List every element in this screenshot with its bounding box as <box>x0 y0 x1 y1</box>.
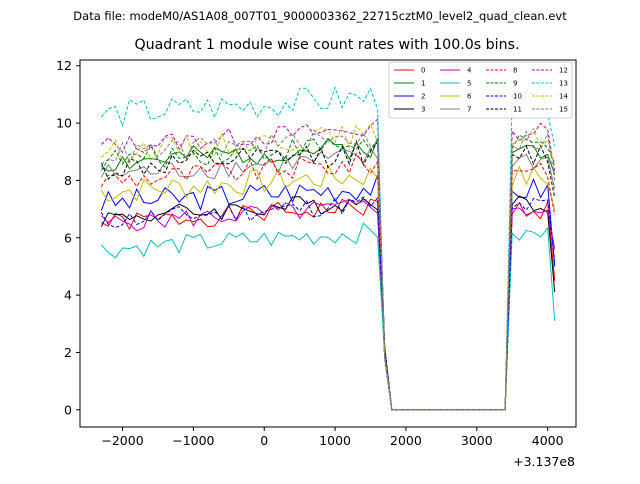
legend-label-2: 2 <box>421 93 425 101</box>
y-tick-label: 2 <box>64 345 72 360</box>
legend-label-9: 9 <box>513 80 517 88</box>
y-tick-label: 6 <box>64 230 72 245</box>
x-offset-label: +3.137e8 <box>513 454 575 469</box>
legend-label-5: 5 <box>467 80 471 88</box>
legend-label-14: 14 <box>559 93 568 101</box>
series-line-12 <box>100 118 556 411</box>
legend-label-6: 6 <box>467 93 472 101</box>
legend-label-13: 13 <box>559 80 568 88</box>
plot-area <box>100 84 556 411</box>
y-tick-label: 10 <box>56 116 72 131</box>
axes-frame <box>79 59 577 428</box>
y-tick-label: 12 <box>56 58 72 73</box>
x-tick-label: 2000 <box>390 433 422 448</box>
x-tick-label: 0 <box>260 433 268 448</box>
figure-suptitle: Data file: modeM0/AS1A08_007T01_90000033… <box>73 9 567 23</box>
x-tick-label: 1000 <box>319 433 351 448</box>
y-tick-label: 0 <box>64 402 72 417</box>
legend-label-7: 7 <box>467 106 471 114</box>
y-tick-label: 4 <box>64 288 72 303</box>
legend-label-0: 0 <box>421 67 425 75</box>
legend-box <box>388 61 573 119</box>
legend-label-3: 3 <box>421 106 425 114</box>
series-line-9 <box>100 134 556 411</box>
legend-label-11: 11 <box>513 106 522 114</box>
legend-label-8: 8 <box>513 67 517 75</box>
x-tick-label: 4000 <box>532 433 564 448</box>
legend-label-10: 10 <box>513 93 522 101</box>
legend-label-12: 12 <box>559 67 568 75</box>
legend-label-1: 1 <box>421 80 425 88</box>
x-tick-label: −2000 <box>101 433 143 448</box>
x-tick-label: −1000 <box>172 433 214 448</box>
legend-label-15: 15 <box>559 106 568 114</box>
legend-label-4: 4 <box>467 67 472 75</box>
series-line-15 <box>101 129 556 411</box>
chart-title: Quadrant 1 module wise count rates with … <box>134 37 519 53</box>
series-line-14 <box>100 123 556 411</box>
series-line-13 <box>100 84 556 411</box>
y-tick-label: 8 <box>64 173 72 188</box>
x-tick-label: 3000 <box>461 433 493 448</box>
